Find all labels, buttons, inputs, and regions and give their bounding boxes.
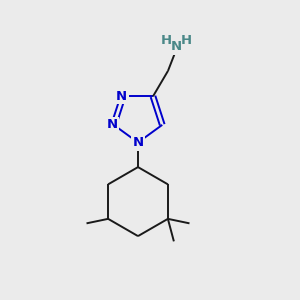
Text: N: N <box>132 136 144 149</box>
Text: N: N <box>171 40 182 53</box>
Text: N: N <box>116 90 127 103</box>
Text: H: H <box>161 34 172 47</box>
Text: N: N <box>107 118 118 131</box>
Text: H: H <box>180 34 192 47</box>
